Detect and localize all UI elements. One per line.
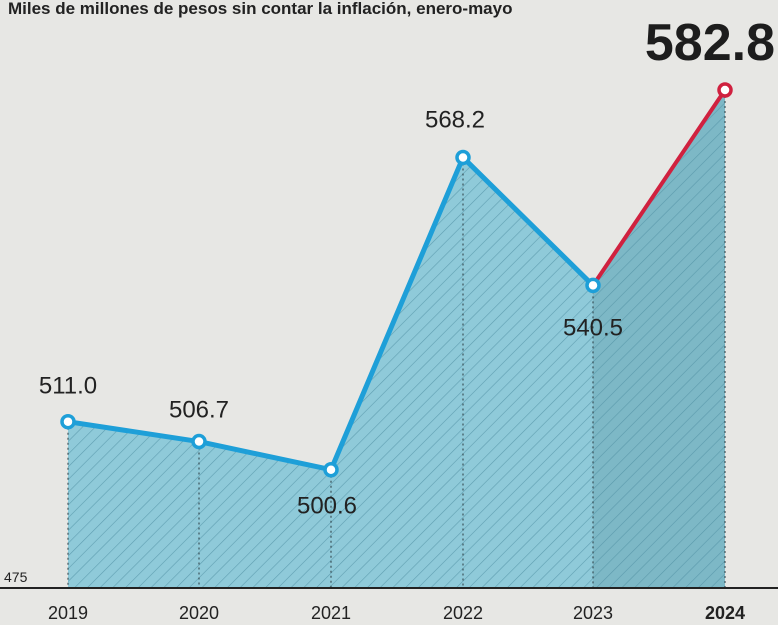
x-tick-2021: 2021: [311, 603, 351, 623]
marker-2020: [191, 433, 207, 450]
value-label-2023: 540.5: [563, 314, 623, 341]
vertical-guides: [67, 96, 726, 588]
marker-2022: [455, 149, 471, 166]
x-tick-2020: 2020: [179, 603, 219, 623]
value-label-2019: 511.0: [39, 373, 97, 400]
chart-subtitle: Miles de millones de pesos sin contar la…: [8, 0, 512, 18]
data-markers: [60, 82, 733, 478]
marker-2021: [323, 461, 339, 478]
x-tick-2024: 2024: [705, 603, 745, 623]
x-tick-2023: 2023: [573, 603, 613, 623]
marker-2024: [717, 82, 733, 98]
value-label-2021: 500.6: [297, 493, 357, 520]
marker-2023: [585, 277, 601, 294]
value-label-2020: 506.7: [169, 397, 229, 424]
series-line-highlight: [591, 88, 727, 288]
value-labels: 511.0 506.7 500.6 568.2 540.5: [39, 106, 623, 519]
x-tick-2022: 2022: [443, 603, 483, 623]
marker-2019: [60, 413, 76, 430]
x-axis-ticks: 2019 2020 2021 2022 2023 2024: [48, 603, 745, 623]
x-tick-2019: 2019: [48, 603, 88, 623]
y-baseline-label: 475: [4, 569, 28, 585]
value-label-2022: 568.2: [425, 106, 485, 133]
highlight-value: 582.8: [645, 14, 775, 72]
